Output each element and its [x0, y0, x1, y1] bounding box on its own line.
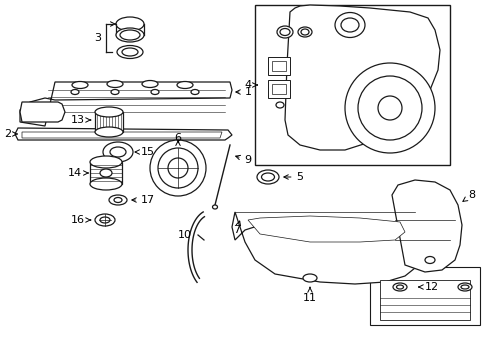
- Ellipse shape: [95, 107, 123, 117]
- Polygon shape: [391, 180, 461, 272]
- Ellipse shape: [301, 29, 308, 35]
- Bar: [90, 162, 122, 184]
- Ellipse shape: [116, 28, 143, 42]
- Bar: [271, 61, 285, 71]
- Ellipse shape: [177, 81, 193, 89]
- Ellipse shape: [191, 90, 199, 95]
- Ellipse shape: [107, 81, 123, 87]
- Circle shape: [345, 63, 434, 153]
- Ellipse shape: [275, 102, 284, 108]
- Ellipse shape: [212, 205, 217, 209]
- Ellipse shape: [116, 17, 143, 31]
- Ellipse shape: [424, 256, 434, 264]
- Bar: [254, 5, 449, 165]
- Ellipse shape: [261, 173, 274, 181]
- Text: 13: 13: [71, 115, 90, 125]
- Ellipse shape: [90, 178, 122, 190]
- Ellipse shape: [103, 142, 133, 162]
- Bar: [369, 267, 479, 325]
- Polygon shape: [20, 102, 65, 122]
- Ellipse shape: [460, 285, 468, 289]
- Polygon shape: [231, 212, 417, 284]
- Text: 5: 5: [283, 172, 303, 182]
- Polygon shape: [247, 216, 404, 242]
- Ellipse shape: [109, 195, 127, 205]
- Ellipse shape: [71, 90, 79, 95]
- Ellipse shape: [276, 26, 292, 38]
- Ellipse shape: [110, 147, 126, 157]
- Ellipse shape: [72, 81, 88, 89]
- Ellipse shape: [257, 170, 279, 184]
- Ellipse shape: [151, 90, 159, 95]
- Ellipse shape: [117, 45, 142, 59]
- Ellipse shape: [334, 13, 364, 37]
- Ellipse shape: [120, 30, 140, 40]
- Text: 17: 17: [132, 195, 155, 205]
- Bar: [95, 112, 123, 132]
- Circle shape: [158, 148, 198, 188]
- Bar: [271, 84, 285, 94]
- Ellipse shape: [122, 48, 138, 56]
- Ellipse shape: [111, 90, 119, 95]
- Circle shape: [150, 140, 205, 196]
- Text: 1: 1: [235, 87, 251, 97]
- Polygon shape: [22, 132, 222, 138]
- Text: 7: 7: [233, 221, 240, 235]
- Circle shape: [168, 158, 187, 178]
- Bar: [267, 57, 289, 75]
- Ellipse shape: [95, 127, 123, 137]
- Text: 4: 4: [244, 80, 257, 90]
- Text: 14: 14: [68, 168, 88, 178]
- Ellipse shape: [396, 285, 403, 289]
- Ellipse shape: [95, 214, 115, 226]
- Text: 2: 2: [4, 129, 17, 139]
- Ellipse shape: [303, 274, 316, 282]
- Text: 6: 6: [174, 133, 181, 143]
- Circle shape: [357, 76, 421, 140]
- Ellipse shape: [142, 81, 158, 87]
- Ellipse shape: [392, 283, 406, 291]
- Ellipse shape: [280, 28, 289, 36]
- Ellipse shape: [297, 27, 311, 37]
- Circle shape: [377, 96, 401, 120]
- Ellipse shape: [90, 156, 122, 168]
- Text: 15: 15: [135, 147, 155, 157]
- Bar: [379, 280, 469, 320]
- Polygon shape: [15, 128, 231, 140]
- Text: 12: 12: [418, 282, 438, 292]
- Ellipse shape: [100, 217, 110, 223]
- Bar: [267, 80, 289, 98]
- Text: 3: 3: [94, 33, 102, 43]
- Polygon shape: [285, 5, 439, 150]
- Text: 9: 9: [235, 155, 251, 165]
- Text: 8: 8: [462, 190, 475, 201]
- Text: 11: 11: [303, 287, 316, 303]
- Text: 16: 16: [71, 215, 90, 225]
- Ellipse shape: [340, 18, 358, 32]
- Ellipse shape: [100, 169, 112, 177]
- Text: 10: 10: [178, 230, 192, 240]
- Polygon shape: [20, 82, 231, 126]
- Ellipse shape: [114, 198, 122, 202]
- Ellipse shape: [457, 283, 471, 291]
